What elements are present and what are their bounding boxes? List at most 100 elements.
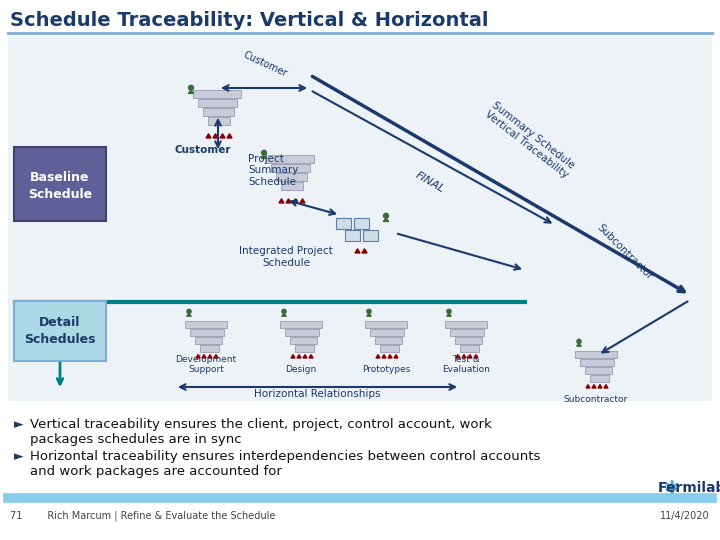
Bar (280, 321, 322, 328)
Text: 11/4/2020: 11/4/2020 (660, 511, 710, 521)
Polygon shape (227, 134, 232, 138)
Polygon shape (196, 355, 200, 358)
Circle shape (282, 309, 286, 314)
Circle shape (577, 339, 581, 343)
Polygon shape (279, 199, 284, 203)
Text: Subcontractor: Subcontractor (564, 395, 628, 404)
Bar (193, 90, 241, 98)
Text: Development
Support: Development Support (176, 355, 237, 374)
Polygon shape (214, 355, 218, 358)
Text: ►: ► (14, 450, 24, 463)
Polygon shape (388, 355, 392, 358)
Text: Design: Design (285, 365, 317, 374)
Bar (281, 182, 303, 190)
Bar (445, 321, 487, 328)
FancyBboxPatch shape (362, 230, 377, 240)
Bar (8, 36, 712, 401)
Text: Summary Schedule
Vertical Traceability: Summary Schedule Vertical Traceability (483, 100, 577, 180)
Polygon shape (468, 355, 472, 358)
Polygon shape (293, 199, 298, 203)
Bar (295, 345, 315, 352)
Bar (271, 164, 310, 172)
Circle shape (189, 85, 194, 90)
FancyBboxPatch shape (14, 301, 106, 361)
Text: Integrated Project
Schedule: Integrated Project Schedule (239, 246, 333, 268)
Polygon shape (282, 314, 287, 316)
Bar (190, 329, 225, 336)
Text: Horizontal Relationships: Horizontal Relationships (253, 389, 380, 399)
Bar (195, 337, 222, 344)
Text: ✱: ✱ (664, 478, 680, 497)
Bar (290, 337, 317, 344)
Text: Fermilab: Fermilab (658, 481, 720, 495)
FancyBboxPatch shape (14, 147, 106, 221)
Text: Project
Summary
Schedule: Project Summary Schedule (248, 154, 298, 187)
Polygon shape (213, 134, 218, 138)
Bar (590, 375, 609, 382)
Bar (200, 345, 220, 352)
Bar (185, 321, 227, 328)
Polygon shape (456, 355, 460, 358)
Bar (266, 155, 314, 163)
Bar (575, 351, 617, 358)
Polygon shape (366, 314, 372, 316)
Polygon shape (376, 355, 380, 358)
Bar (276, 173, 307, 181)
Text: Schedule Traceability: Vertical & Horizontal: Schedule Traceability: Vertical & Horizo… (10, 10, 488, 30)
Polygon shape (394, 355, 398, 358)
Polygon shape (297, 355, 301, 358)
Polygon shape (382, 355, 386, 358)
Bar (380, 345, 400, 352)
Polygon shape (604, 384, 608, 388)
Polygon shape (309, 355, 313, 358)
Polygon shape (186, 314, 192, 316)
Polygon shape (208, 355, 212, 358)
Text: Subcontractor: Subcontractor (595, 222, 654, 282)
Bar (365, 321, 407, 328)
Bar (370, 329, 405, 336)
Text: FINAL: FINAL (414, 171, 446, 195)
Bar (455, 337, 482, 344)
Bar (375, 337, 402, 344)
Polygon shape (188, 91, 194, 93)
Text: Test &
Evaluation: Test & Evaluation (442, 355, 490, 374)
Text: Customer: Customer (241, 50, 289, 79)
Polygon shape (261, 156, 267, 158)
Polygon shape (577, 344, 582, 346)
Polygon shape (592, 384, 596, 388)
Polygon shape (462, 355, 466, 358)
Text: Detail
Schedules: Detail Schedules (24, 316, 96, 346)
Polygon shape (300, 199, 305, 203)
Polygon shape (586, 384, 590, 388)
Polygon shape (383, 219, 389, 221)
FancyBboxPatch shape (354, 218, 369, 228)
Bar (460, 345, 480, 352)
Polygon shape (598, 384, 602, 388)
Polygon shape (202, 355, 206, 358)
FancyBboxPatch shape (344, 230, 359, 240)
Circle shape (367, 309, 371, 314)
Polygon shape (206, 134, 211, 138)
Circle shape (384, 213, 389, 218)
Text: Prototypes: Prototypes (362, 365, 410, 374)
Bar (285, 329, 320, 336)
Polygon shape (474, 355, 478, 358)
Bar (198, 99, 238, 106)
Polygon shape (220, 134, 225, 138)
Circle shape (447, 309, 451, 314)
Polygon shape (446, 314, 451, 316)
Bar (580, 359, 614, 366)
Circle shape (187, 309, 191, 314)
Text: Vertical traceability ensures the client, project, control account, work
package: Vertical traceability ensures the client… (30, 418, 492, 446)
Polygon shape (355, 249, 360, 253)
Circle shape (261, 150, 266, 156)
Bar (450, 329, 485, 336)
Polygon shape (303, 355, 307, 358)
Bar (203, 108, 234, 116)
Polygon shape (362, 249, 367, 253)
Bar (585, 367, 612, 374)
Bar (208, 117, 230, 125)
Text: Horizontal traceability ensures interdependencies between control accounts
and w: Horizontal traceability ensures interdep… (30, 450, 541, 478)
Text: Customer: Customer (175, 145, 231, 155)
Text: ►: ► (14, 418, 24, 431)
